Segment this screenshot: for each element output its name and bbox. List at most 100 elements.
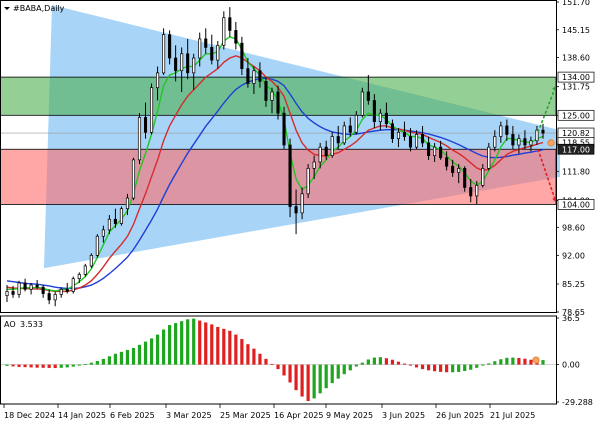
oscillator-bar: [523, 358, 527, 365]
price-tag-box: [557, 143, 595, 155]
candle-body: [258, 70, 262, 82]
candle-body: [47, 293, 51, 301]
candle-body: [131, 159, 136, 199]
oscillator-bar: [59, 364, 63, 368]
oscillator-bar: [137, 344, 142, 365]
oscillator-bar: [481, 364, 485, 366]
oscillator-name: AO: [4, 320, 16, 329]
oscillator-pane-frame: [0, 315, 557, 405]
candle-body: [23, 282, 27, 290]
target-arrowhead-up: [552, 85, 557, 91]
oscillator-bar: [420, 364, 425, 370]
oscillator-bar: [53, 364, 57, 369]
oscillator-bar: [29, 364, 33, 368]
oscillator-bar: [342, 364, 346, 375]
price-tag-label: 125.00: [562, 111, 590, 120]
candle-body: [89, 254, 93, 267]
date-tick-label: 18 Dec 2024: [4, 411, 55, 420]
dropdown-triangle-icon[interactable]: [4, 7, 10, 10]
price-tag-label: 117.00: [562, 145, 590, 154]
candle-body: [517, 138, 521, 146]
date-tick-label: 16 Apr 2025: [274, 411, 323, 420]
candle-body: [463, 168, 467, 188]
candle-body: [318, 146, 322, 163]
oscillator-bar: [463, 364, 467, 371]
oscillator-bar: [186, 319, 190, 365]
candle-body: [71, 278, 75, 292]
date-tick-label: 3 Mar 2025: [166, 411, 212, 420]
oscillator-bar: [113, 353, 118, 365]
price-tick-label: 85.25: [562, 280, 585, 289]
candle-body: [390, 123, 394, 139]
oscillator-bar: [390, 359, 395, 365]
candle-body: [469, 187, 473, 197]
oscillator-bar: [252, 348, 256, 365]
candle-body: [234, 30, 238, 44]
oscillator-bar: [414, 364, 419, 368]
candle-body: [5, 291, 9, 297]
oscillator-pane: [0, 318, 556, 401]
oscillator-bar: [360, 362, 364, 365]
oscillator-bar: [210, 324, 214, 365]
oscillator-bar: [306, 364, 310, 401]
oscillator-bar: [83, 364, 87, 365]
candle-body: [378, 112, 382, 123]
candle-body: [372, 100, 376, 123]
candle-body: [168, 34, 172, 59]
price-tick-label: 92.00: [562, 251, 585, 260]
candle-body: [306, 168, 310, 195]
candle-body: [445, 157, 449, 167]
candle-body: [11, 291, 15, 295]
candle-body: [186, 53, 190, 74]
oscillator-bar: [107, 356, 111, 365]
oscillator-bar: [35, 364, 39, 368]
price-tag-box: [557, 109, 595, 121]
candle-body: [113, 218, 117, 224]
candle-body: [270, 91, 274, 101]
oscillator-bar: [258, 353, 262, 365]
candle-body: [149, 87, 154, 133]
oscillator-bar: [198, 320, 202, 365]
candle-body: [95, 235, 99, 256]
candle-body: [360, 91, 364, 116]
candle-body: [511, 134, 515, 146]
oscillator-bar: [511, 357, 515, 365]
oscillator-bar: [318, 364, 322, 394]
ma-fast-line: [7, 36, 544, 292]
candle-body: [210, 47, 214, 61]
candle-body: [451, 165, 455, 173]
symbol-label: #BABA,Daily: [13, 4, 65, 13]
oscillator-bar: [143, 341, 148, 365]
price-tag-label: 134.00: [562, 73, 590, 82]
oscillator-bar: [180, 321, 184, 365]
candle-body: [348, 125, 352, 133]
date-tick-label: 21 Jul 2025: [490, 411, 535, 420]
oscillator-value: 3.533: [20, 320, 43, 329]
oscillator-marker: [532, 356, 540, 364]
oscillator-bar: [11, 364, 15, 367]
candle-body: [294, 206, 298, 214]
oscillator-bar: [384, 358, 389, 365]
price-tag-box: [557, 199, 595, 210]
oscillator-bar: [192, 318, 196, 365]
current-price-marker: [547, 139, 555, 147]
oscillator-bar: [71, 364, 75, 367]
candle-body: [523, 138, 527, 146]
price-tick-label: 131.75: [562, 83, 590, 92]
candle-body: [101, 229, 105, 237]
price-tick-label: 151.70: [562, 0, 590, 7]
candle-body: [288, 144, 292, 207]
oscillator-bar: [517, 357, 521, 365]
oscillator-bar: [505, 357, 509, 365]
oscillator-bar: [493, 361, 497, 365]
candle-body: [487, 146, 491, 169]
symbol-header: #BABA,Daily: [4, 4, 65, 13]
candle-body: [107, 218, 111, 231]
candle-body: [414, 134, 419, 148]
candle-body: [192, 57, 196, 74]
candle-body: [342, 125, 346, 144]
candle-body: [499, 125, 503, 137]
candle-body: [420, 134, 425, 144]
oscillator-bar: [426, 364, 431, 371]
oscillator-header: AO 3.533: [4, 320, 43, 329]
